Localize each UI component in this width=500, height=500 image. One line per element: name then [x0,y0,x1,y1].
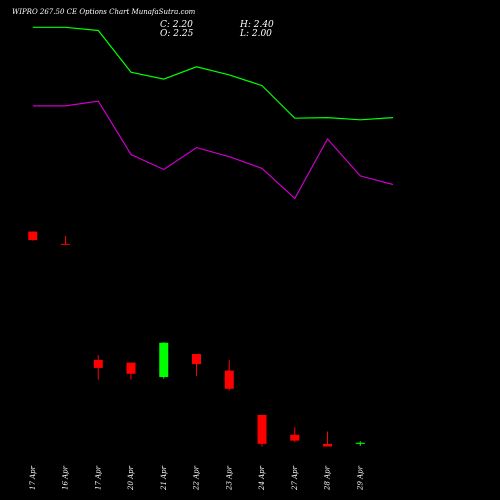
candle [224,359,234,391]
candle-body [323,443,332,447]
candle [126,362,136,380]
candle [159,342,169,379]
x-tick-label: 23 Apr [225,465,233,491]
candle-body [28,231,38,241]
candle-body [61,243,70,245]
candle [257,414,267,447]
indicator-lines [32,26,394,200]
lower-band-line [32,100,394,200]
candle [192,354,201,376]
x-tick-label: 17 Apr [29,465,37,490]
high-value: H: 2.40 [240,20,274,30]
upper-band-line [32,26,394,121]
candle-body [290,434,300,441]
x-tick-label: 22 Apr [193,465,201,491]
close-value: C: 2.20 [160,20,193,30]
x-tick-label: 20 Apr [127,465,135,491]
x-axis-labels: 17 Apr 16 Apr 17 Apr 20 Apr 21 Apr 22 Apr 23 A… [29,465,365,491]
x-tick-label: 24 Apr [258,465,266,491]
candle-body [224,370,234,389]
candle [93,355,103,380]
open-value: O: 2.25 [160,29,194,39]
candle [61,235,70,245]
candle-body [126,362,136,374]
candle [290,427,300,443]
x-tick-label: 29 Apr [356,465,364,491]
chart-title: WIPRO 267.50 CE Options Chart MunafaSutr… [12,8,196,16]
x-tick-label: 27 Apr [291,465,299,491]
candle-body [257,414,267,444]
x-tick-label: 17 Apr [94,465,102,490]
candle-body [192,354,201,365]
candle [28,231,38,241]
candle-body [159,342,169,378]
candle-body [355,442,365,444]
low-value: L: 2.00 [240,29,272,39]
candle [355,441,365,446]
candle [323,431,332,447]
candle-body [93,359,103,368]
x-tick-label: 21 Apr [160,465,168,491]
candles [28,231,365,447]
x-tick-label: 28 Apr [324,465,332,491]
x-tick-label: 16 Apr [62,465,70,490]
